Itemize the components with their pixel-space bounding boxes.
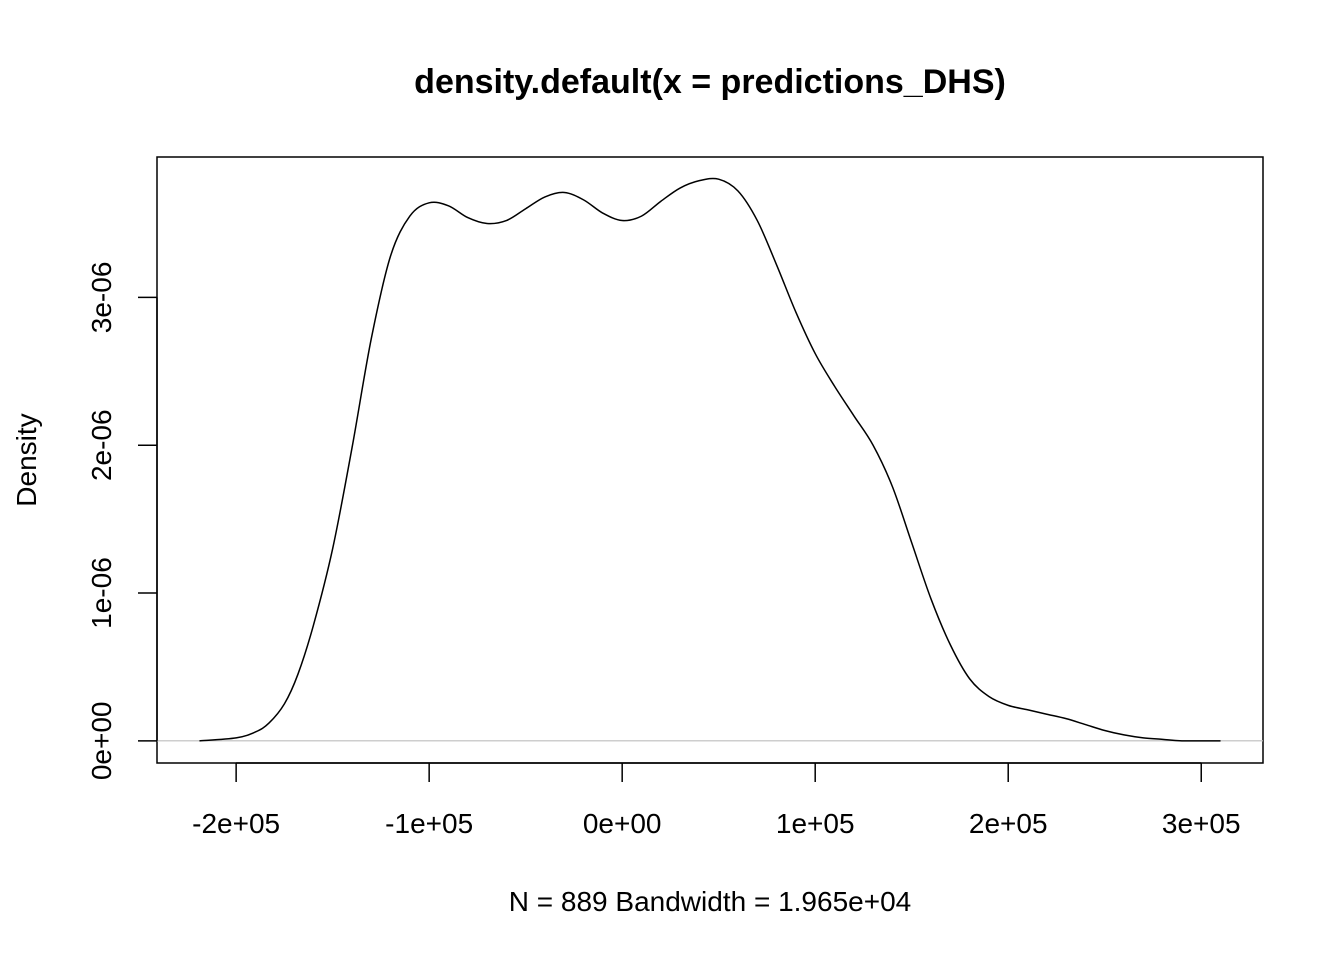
y-tick-label: 1e-06 — [86, 557, 117, 629]
x-tick-label: 1e+05 — [776, 808, 855, 839]
x-tick-label: 0e+00 — [583, 808, 662, 839]
y-axis-label: Density — [11, 413, 42, 506]
y-tick-label: 3e-06 — [86, 262, 117, 334]
chart-title: density.default(x = predictions_DHS) — [414, 63, 1006, 101]
plot-frame — [156, 156, 1264, 764]
density-curve — [199, 177, 1221, 742]
x-tick-label: 3e+05 — [1162, 808, 1241, 839]
y-tick-label: 2e-06 — [86, 409, 117, 481]
y-axis: 0e+00 1e-06 2e-06 3e-06 — [86, 262, 158, 781]
x-tick-label: 2e+05 — [969, 808, 1048, 839]
x-tick-label: -2e+05 — [192, 808, 280, 839]
x-axis-label: N = 889 Bandwidth = 1.965e+04 — [509, 886, 911, 917]
y-tick-label: 0e+00 — [86, 702, 117, 781]
x-tick-label: -1e+05 — [385, 808, 473, 839]
x-axis: -2e+05 -1e+05 0e+00 1e+05 2e+05 3e+05 — [192, 762, 1241, 839]
